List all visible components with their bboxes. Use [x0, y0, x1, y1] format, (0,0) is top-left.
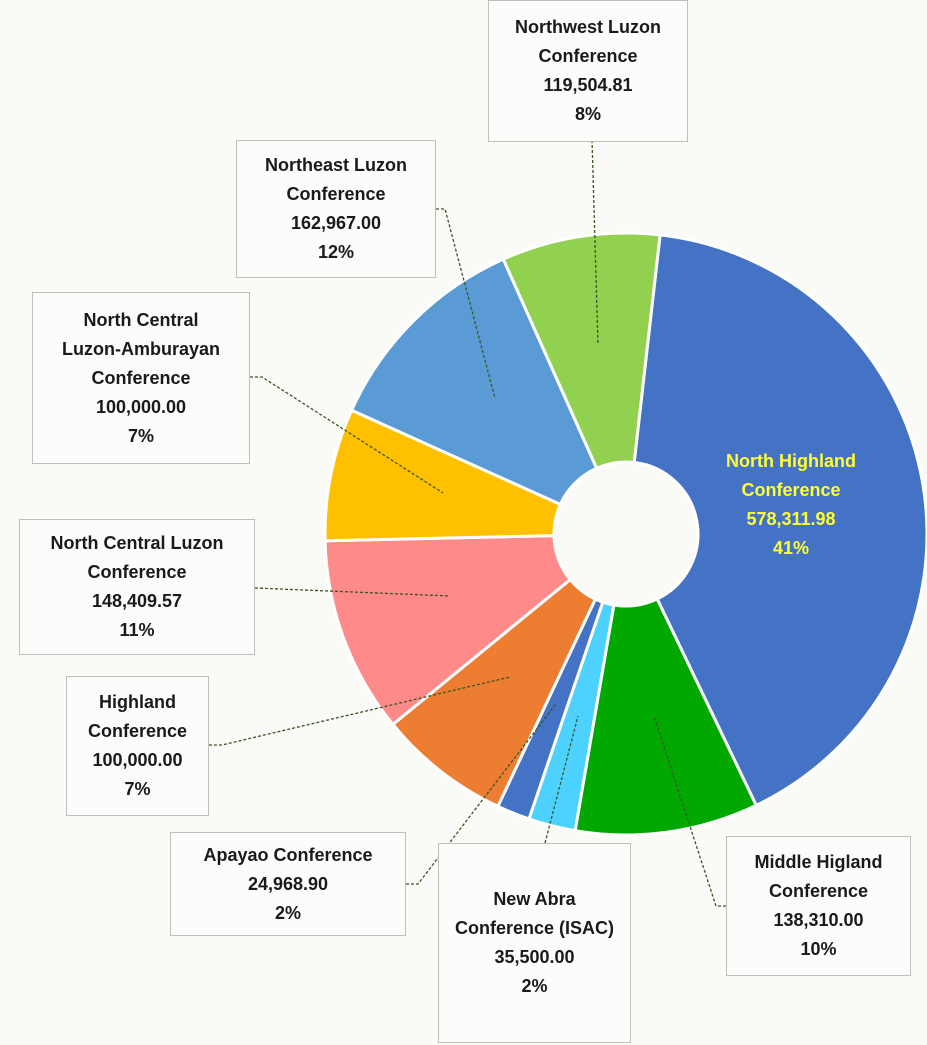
- data-label: North Central Luzon-Amburayan Conference…: [32, 292, 250, 464]
- value-label: 24,968.90: [247, 873, 329, 894]
- category-label: Highland Conference: [87, 692, 188, 741]
- leader-line: [544, 715, 579, 844]
- percent-label: 12%: [317, 242, 355, 262]
- category-label: Northwest Luzon Conference: [515, 17, 661, 66]
- leader-line: [436, 208, 496, 399]
- data-label: Northeast Luzon Conference 162,967.00 12%: [236, 140, 436, 278]
- slice: [573, 596, 759, 837]
- value-label: 100,000.00: [95, 396, 187, 417]
- leader-line: [254, 587, 451, 597]
- percent-label: 10%: [800, 939, 837, 959]
- percent-label: 41%: [772, 538, 810, 558]
- value-label: 119,504.81: [543, 75, 633, 95]
- data-label: Highland Conference 100,000.00 7%: [66, 676, 209, 816]
- slice: [323, 534, 573, 727]
- leader-line: [250, 376, 444, 494]
- slice: [349, 257, 599, 507]
- category-label: Middle Higland Conference: [754, 852, 883, 901]
- percent-label: 7%: [127, 425, 154, 446]
- category-label: North Highland Conference: [726, 451, 856, 500]
- value-label: 578,311.98: [746, 509, 836, 529]
- slice: [390, 577, 598, 809]
- value-label: 138,310.00: [773, 910, 864, 930]
- category-label: North Central Luzon Conference: [50, 533, 224, 582]
- data-label: North Highland Conference 578,311.98 41%: [696, 410, 886, 600]
- data-label: Middle Higland Conference 138,310.00 10%: [726, 836, 911, 976]
- value-label: 162,967.00: [290, 213, 382, 233]
- slice: [501, 231, 662, 471]
- data-label: Northwest Luzon Conference 119,504.81 8%: [488, 0, 688, 142]
- leader-line: [406, 703, 557, 885]
- value-label: 100,000.00: [92, 750, 183, 770]
- percent-label: 2%: [274, 902, 301, 923]
- data-label: New Abra Conference (ISAC) 35,500.00 2%: [438, 843, 631, 1043]
- data-label: Apayao Conference 24,968.90 2%: [170, 832, 406, 936]
- data-label: North Central Luzon Conference 148,409.57…: [19, 519, 255, 655]
- slice: [323, 408, 563, 543]
- value-label: 148,409.57: [91, 591, 183, 611]
- leader-line: [209, 676, 511, 746]
- category-label: New Abra Conference (ISAC): [454, 889, 615, 938]
- value-label: 35,500.00: [494, 947, 575, 967]
- category-label: North Central Luzon-Amburayan Conference: [61, 309, 220, 388]
- leader-line: [591, 139, 599, 346]
- category-label: Apayao Conference: [203, 844, 373, 865]
- percent-label: 11%: [119, 620, 155, 640]
- category-label: Northeast Luzon Conference: [265, 155, 407, 204]
- percent-label: 7%: [124, 779, 151, 799]
- percent-label: 2%: [521, 976, 548, 996]
- leader-line: [653, 715, 726, 907]
- slice: [632, 233, 927, 808]
- percent-label: 8%: [574, 104, 601, 124]
